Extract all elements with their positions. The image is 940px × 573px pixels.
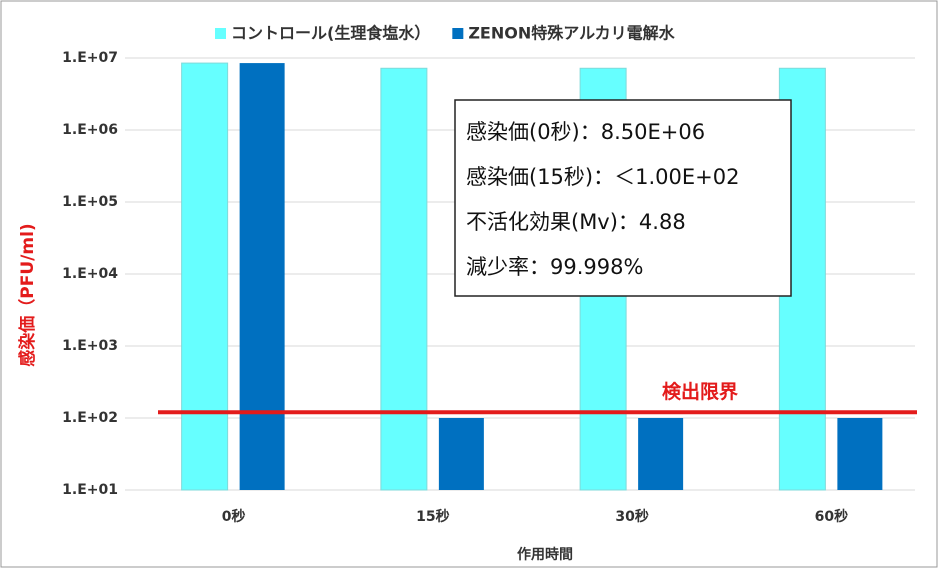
bar [837, 418, 883, 490]
x-tick-label: 60秒 [815, 508, 848, 525]
bar [638, 418, 684, 490]
y-tick-label: 1.E+06 [62, 122, 118, 138]
bar [181, 62, 229, 491]
legend-label: ZENON特殊アルカリ電解水 [468, 24, 675, 43]
y-tick-label: 1.E+04 [62, 266, 118, 282]
bar [380, 67, 428, 491]
detection-limit-label: 検出限界 [662, 380, 738, 403]
bar [239, 63, 285, 490]
annotation-text: 感染価(15秒)：＜1.00E+02 [466, 165, 739, 189]
annotation-text: 感染価(0秒)：8.50E+06 [466, 120, 705, 144]
x-tick-label: 0秒 [222, 508, 246, 525]
y-tick-label: 1.E+02 [62, 410, 118, 426]
y-tick-label: 1.E+03 [62, 338, 118, 354]
bar [438, 418, 484, 490]
legend-label: コントロール(生理食塩水） [231, 24, 430, 43]
y-tick-label: 1.E+01 [62, 482, 118, 498]
legend-swatch [452, 28, 464, 39]
y-axis-label: 感染価（PFU/ml) [17, 223, 38, 366]
annotation-text: 不活化効果(Mv)：4.88 [466, 210, 686, 234]
annotation-text: 減少率：99.998% [466, 255, 643, 279]
x-tick-label: 15秒 [416, 508, 449, 525]
y-tick-label: 1.E+07 [62, 50, 118, 66]
annotation-box [454, 99, 792, 297]
y-tick-label: 1.E+05 [62, 194, 118, 210]
x-tick-label: 30秒 [615, 508, 648, 525]
legend-swatch [215, 28, 226, 39]
x-axis-label: 作用時間 [517, 546, 573, 563]
